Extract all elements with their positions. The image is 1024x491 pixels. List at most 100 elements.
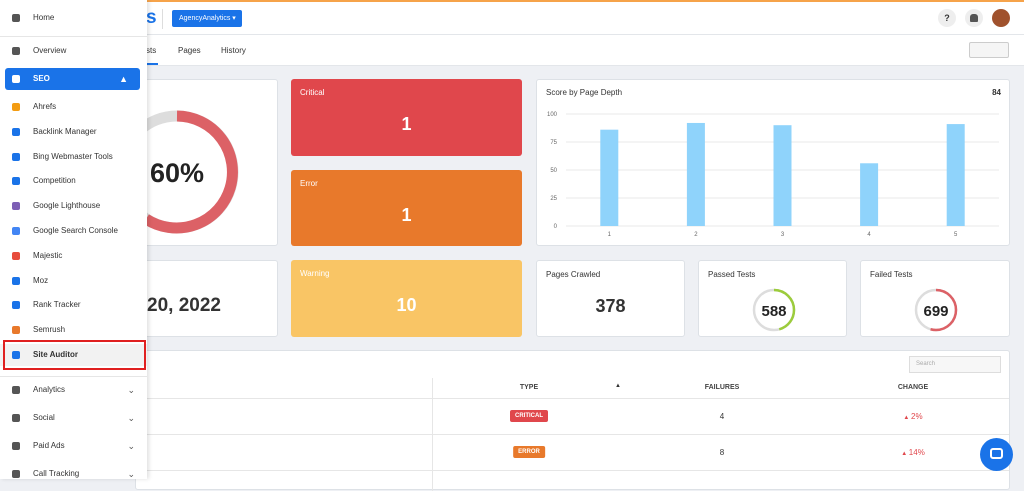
sidebar-item[interactable]: Semrush xyxy=(0,319,147,341)
account-button[interactable]: AgencyAnalytics ▾ xyxy=(172,10,242,27)
row-divider xyxy=(136,398,1009,399)
icon xyxy=(12,351,20,359)
label: Home xyxy=(33,13,55,22)
icon xyxy=(12,326,20,335)
type-badge: CRITICAL xyxy=(510,410,548,422)
sidebar-item[interactable]: Google Lighthouse xyxy=(0,195,147,217)
sidebar-item[interactable]: Call Tracking ⌄ xyxy=(0,463,147,485)
sidebar-item[interactable]: Moz xyxy=(0,270,147,292)
type-badge: ERROR xyxy=(513,446,545,458)
chat-button[interactable] xyxy=(980,438,1013,471)
tab-active[interactable]: sts xyxy=(146,46,157,55)
critical-card[interactable]: Critical 1 xyxy=(291,79,522,156)
sort-icon[interactable]: ▲ xyxy=(615,383,621,389)
label: Google Search Console xyxy=(33,226,118,235)
card-label: Warning xyxy=(300,269,330,278)
change-value: 14% xyxy=(908,448,925,457)
up-arrow: ▲ xyxy=(903,415,912,421)
search-placeholder: Search xyxy=(916,361,936,367)
card-label: Critical xyxy=(300,88,325,97)
tab-bar: sts Pages History xyxy=(0,35,1024,66)
gauge: 588 xyxy=(752,288,796,332)
gauge-value: 588 xyxy=(761,303,786,320)
label: Majestic xyxy=(33,250,63,260)
label: Call Tracking xyxy=(33,469,80,478)
icon xyxy=(12,47,20,55)
icon xyxy=(12,227,20,235)
icon xyxy=(12,103,20,111)
icon xyxy=(12,470,20,478)
help-button[interactable]: ? xyxy=(938,9,956,27)
sidebar-item[interactable]: Rank Tracker xyxy=(0,294,147,316)
sidebar-item[interactable]: Site Auditor xyxy=(0,344,147,366)
date-card: 20, 2022 xyxy=(135,260,278,337)
card-label: Passed Tests xyxy=(708,270,756,279)
warning-card[interactable]: Warning 10 xyxy=(291,260,522,337)
bar xyxy=(600,129,619,226)
icon xyxy=(12,127,20,136)
label: Site Auditor xyxy=(33,350,79,359)
chart-title: Score by Page Depth xyxy=(546,88,622,97)
chevron: ▲ xyxy=(119,74,128,84)
notifications-button[interactable] xyxy=(965,9,983,27)
tab[interactable]: History xyxy=(221,46,246,55)
gauge-arc xyxy=(914,288,958,332)
gauge: 699 xyxy=(914,288,958,332)
sidebar-item[interactable]: Backlink Manager xyxy=(0,121,147,143)
label: Competition xyxy=(33,176,76,186)
chart-card: Score by Page Depth 84 0 25 50 75 100 1 2 3 4 5 xyxy=(536,79,1010,246)
chevron: ⌄ xyxy=(127,441,135,451)
card-label: Failed Tests xyxy=(870,270,913,279)
sidebar-item[interactable]: Majestic xyxy=(0,245,147,267)
sidebar-item[interactable]: SEO ▲ xyxy=(5,68,140,90)
tab[interactable]: Pages xyxy=(178,46,201,55)
column-header[interactable]: CHANGE xyxy=(897,384,929,391)
sidebar-item[interactable]: Overview xyxy=(0,40,147,62)
icon xyxy=(12,301,20,310)
icon xyxy=(12,202,20,211)
donut-arc xyxy=(143,110,238,234)
icon xyxy=(12,276,20,285)
icon xyxy=(12,14,20,22)
score-value: 60% xyxy=(150,158,204,188)
x-tick-label: 5 xyxy=(954,232,958,238)
change-cell: ▲ 14% xyxy=(901,448,925,457)
card-label: Pages Crawled xyxy=(546,270,601,279)
column-header[interactable]: FAILURES xyxy=(704,384,740,391)
icon xyxy=(12,386,20,394)
sidebar-item[interactable]: Home xyxy=(0,7,147,29)
label: Google Lighthouse xyxy=(33,201,101,211)
sidebar: Home Overview SEO ▲ Ahrefs Backlink Manager Bi… xyxy=(0,0,147,479)
sidebar-item[interactable]: Bing Webmaster Tools xyxy=(0,146,147,168)
column-header[interactable]: TYPE xyxy=(519,384,539,391)
search-box[interactable]: Search xyxy=(909,356,1001,373)
date-value: 20, 2022 xyxy=(147,295,221,316)
chart-summary: 84 xyxy=(992,88,1001,97)
icon xyxy=(12,177,20,186)
sidebar-item[interactable]: Paid Ads ⌄ xyxy=(0,435,147,457)
y-tick-label: 0 xyxy=(554,224,558,230)
x-tick-label: 3 xyxy=(781,232,785,238)
sidebar-item[interactable]: Analytics ⌄ xyxy=(0,379,147,401)
label: Overview xyxy=(33,46,67,55)
avatar[interactable] xyxy=(992,9,1010,27)
sidebar-item[interactable]: Google Search Console xyxy=(0,220,147,242)
change-value: 2% xyxy=(911,412,923,421)
x-tick-label: 1 xyxy=(608,232,612,238)
error-card[interactable]: Error 1 xyxy=(291,170,522,246)
sidebar-item[interactable]: Ahrefs xyxy=(0,96,147,118)
logo-fragment: s xyxy=(146,7,157,28)
label: Rank Tracker xyxy=(33,300,81,310)
card-value: 10 xyxy=(396,295,417,315)
card-value: 378 xyxy=(595,296,626,316)
account-name: AgencyAnalytics xyxy=(179,15,231,22)
gauge-value: 699 xyxy=(923,303,948,320)
score-donut: 60% xyxy=(136,110,239,234)
sidebar-item[interactable]: Social ⌄ xyxy=(0,407,147,429)
icon xyxy=(12,442,20,450)
sidebar-item[interactable]: Competition xyxy=(0,170,147,192)
view-toggle[interactable] xyxy=(969,42,1009,58)
icon xyxy=(12,152,20,161)
failures-cell: 4 xyxy=(719,412,725,421)
